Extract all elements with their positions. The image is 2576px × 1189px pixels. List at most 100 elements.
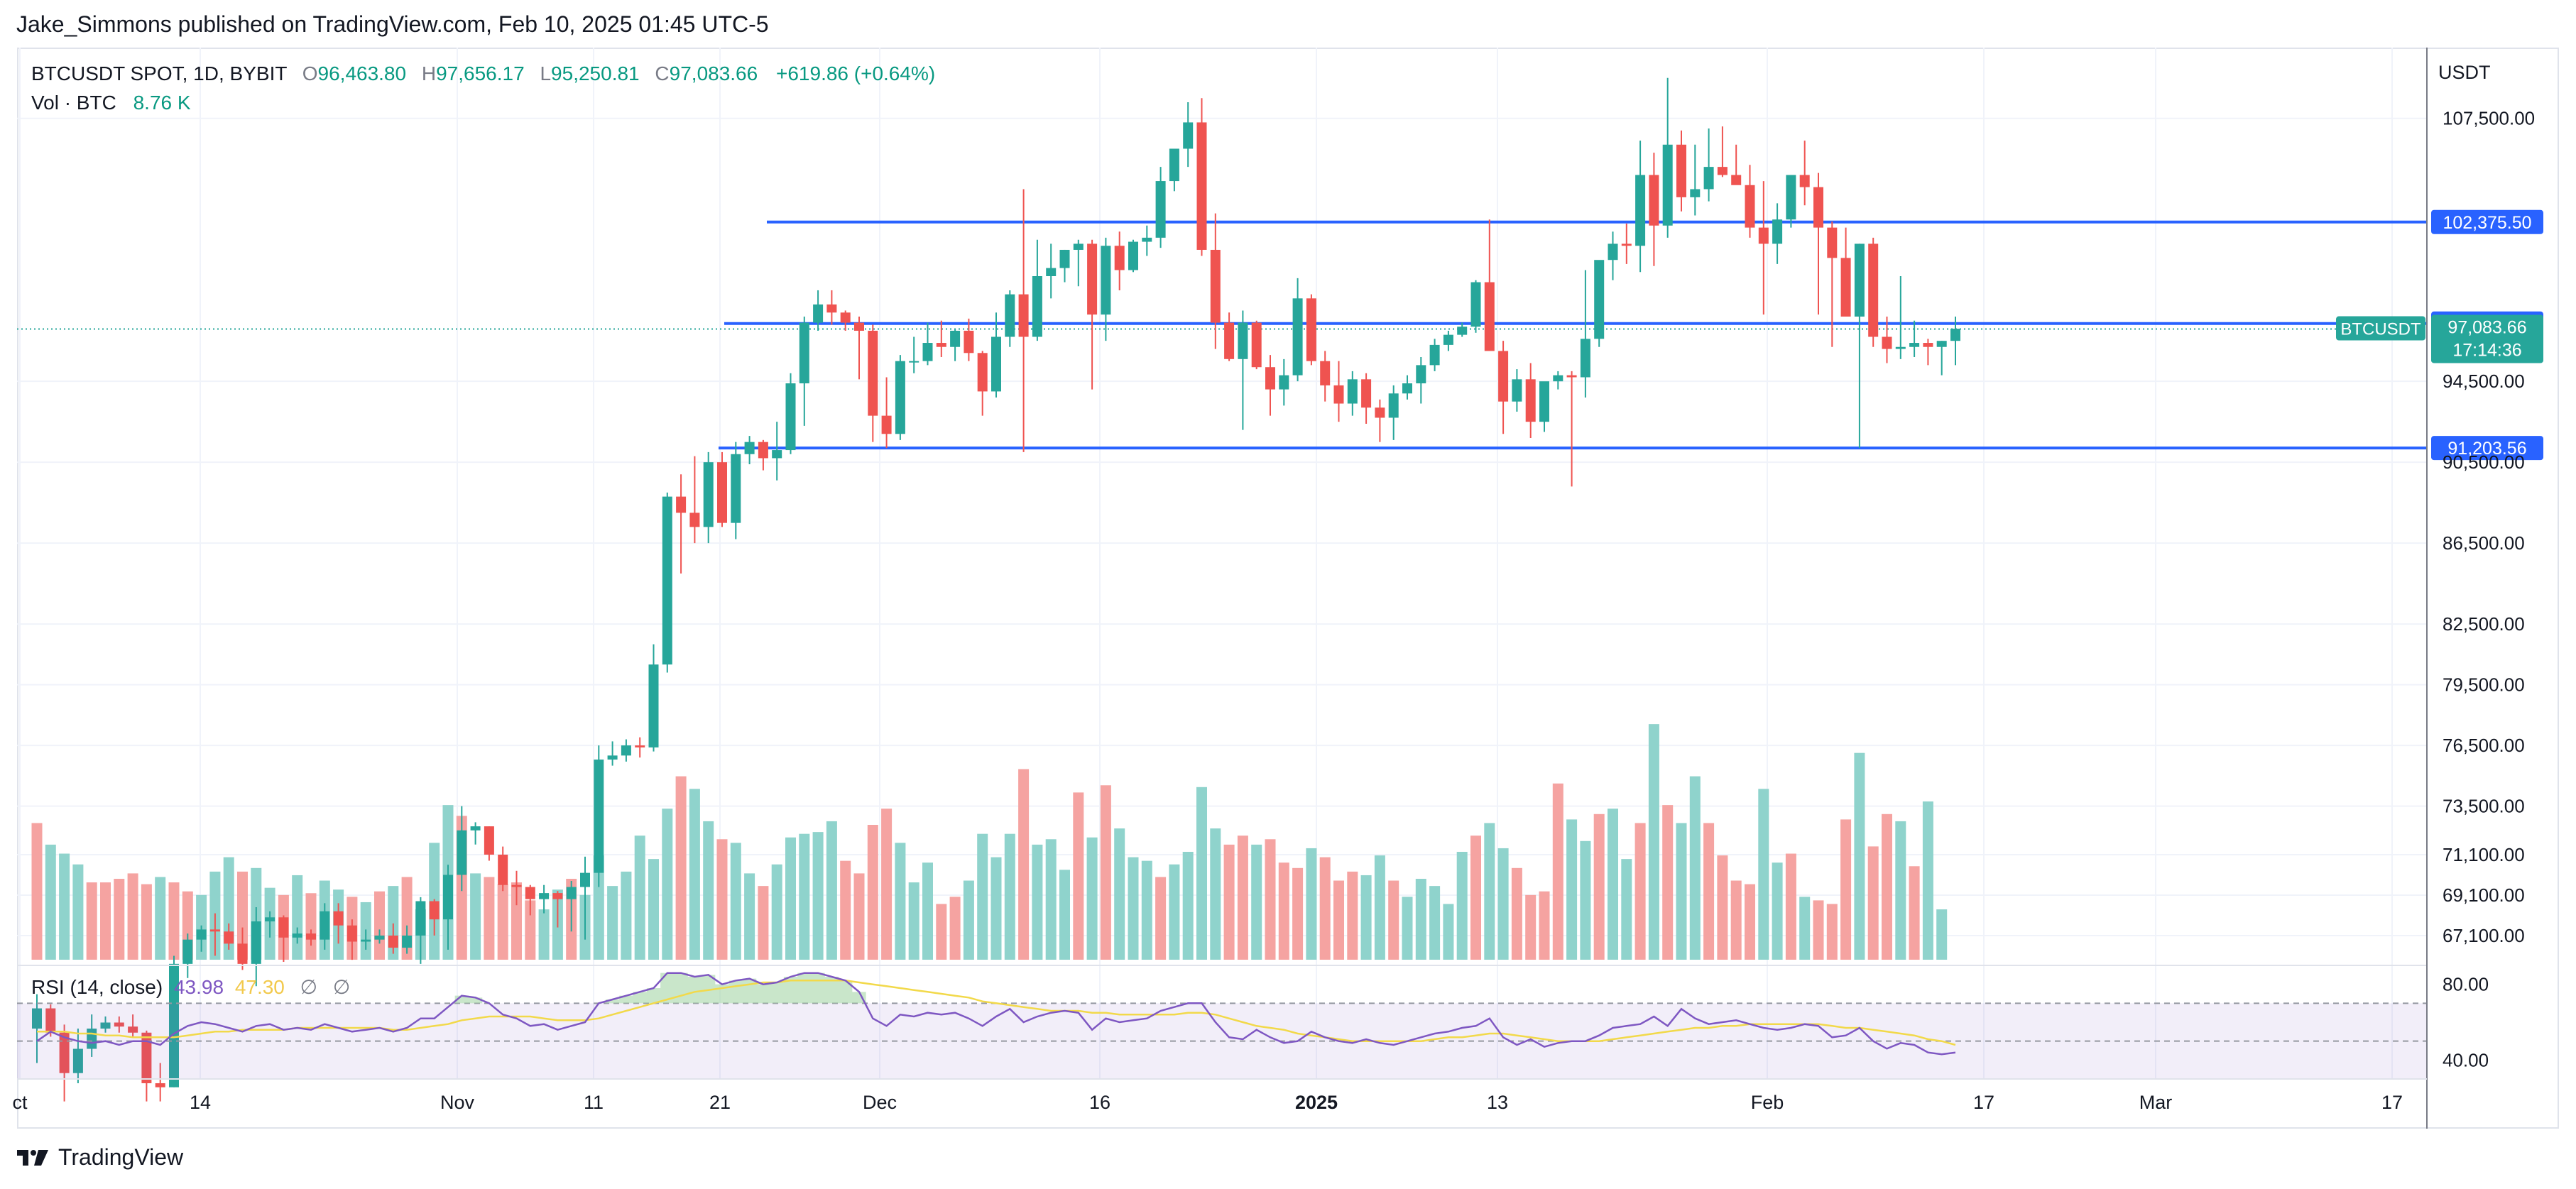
volume-bar[interactable] — [1292, 867, 1304, 960]
volume-bar[interactable] — [1319, 857, 1331, 960]
candle-body[interactable] — [457, 830, 467, 875]
candle-body[interactable] — [1731, 175, 1742, 185]
volume-bar[interactable] — [1374, 855, 1385, 960]
candle-body[interactable] — [1936, 341, 1947, 347]
candle-body[interactable] — [964, 330, 974, 354]
volume-bar[interactable] — [758, 886, 769, 960]
candle-body[interactable] — [813, 304, 824, 323]
volume-bar[interactable] — [936, 904, 947, 960]
volume-bar[interactable] — [86, 882, 97, 960]
volume-bar[interactable] — [511, 882, 522, 960]
volume-bar[interactable] — [1799, 897, 1811, 960]
candle-body[interactable] — [676, 496, 687, 513]
volume-bar[interactable] — [922, 862, 933, 960]
candle-body[interactable] — [1827, 227, 1838, 258]
volume-bar[interactable] — [675, 776, 687, 960]
volume-bar[interactable] — [1100, 785, 1111, 960]
volume-bar[interactable] — [155, 877, 166, 960]
candle-body[interactable] — [1950, 329, 1960, 341]
candle-body[interactable] — [278, 917, 289, 938]
volume-bar[interactable] — [237, 871, 248, 960]
volume-bar[interactable] — [881, 809, 893, 960]
volume-bar[interactable] — [1169, 864, 1180, 960]
candle-body[interactable] — [72, 1048, 83, 1073]
candle-body[interactable] — [484, 826, 494, 855]
candle-body[interactable] — [1005, 294, 1015, 337]
candle-body[interactable] — [1073, 243, 1084, 250]
candle-body[interactable] — [1580, 339, 1590, 378]
candle-body[interactable] — [1923, 343, 1933, 347]
volume-bar[interactable] — [1182, 852, 1194, 960]
candle-body[interactable] — [429, 901, 440, 920]
candle-body[interactable] — [1690, 189, 1701, 197]
candle-body[interactable] — [909, 361, 919, 363]
volume-bar[interactable] — [607, 886, 618, 960]
candle-body[interactable] — [1799, 175, 1810, 187]
volume-bar[interactable] — [1867, 846, 1879, 960]
volume-bar[interactable] — [785, 837, 796, 960]
volume-bar[interactable] — [908, 882, 919, 960]
candle-body[interactable] — [1388, 393, 1399, 418]
candle-body[interactable] — [1594, 260, 1605, 339]
volume-bar[interactable] — [1608, 809, 1618, 960]
candle-body[interactable] — [346, 925, 357, 942]
candle-body[interactable] — [470, 826, 481, 831]
volume-bar[interactable] — [1580, 840, 1591, 960]
candle-body[interactable] — [402, 935, 413, 948]
candle-body[interactable] — [251, 921, 261, 964]
candle-body[interactable] — [1703, 167, 1714, 190]
candle-body[interactable] — [1292, 298, 1303, 376]
volume-bar[interactable] — [127, 873, 138, 960]
volume-bar[interactable] — [1484, 823, 1495, 960]
volume-bar[interactable] — [1634, 823, 1646, 960]
volume-bar[interactable] — [1854, 752, 1865, 960]
level-price-tag[interactable] — [2431, 436, 2543, 461]
candle-body[interactable] — [1443, 334, 1453, 345]
candle-body[interactable] — [826, 304, 837, 313]
volume-bar[interactable] — [1525, 894, 1537, 960]
candle-body[interactable] — [621, 745, 631, 756]
volume-bar[interactable] — [1443, 904, 1454, 960]
volume-bar[interactable] — [963, 880, 974, 960]
volume-bar[interactable] — [114, 879, 125, 960]
volume-bar[interactable] — [730, 843, 741, 960]
volume-bar[interactable] — [812, 832, 824, 960]
candle-body[interactable] — [525, 887, 535, 899]
candle-body[interactable] — [114, 1022, 124, 1027]
candle-body[interactable] — [388, 935, 398, 948]
candle-body[interactable] — [1114, 246, 1125, 270]
candle-body[interactable] — [991, 336, 1001, 392]
candle-body[interactable] — [306, 933, 316, 940]
volume-bar[interactable] — [1210, 828, 1221, 960]
volume-bar[interactable] — [1306, 848, 1317, 960]
volume-bar[interactable] — [1045, 839, 1057, 960]
candle-body[interactable] — [1895, 346, 1906, 349]
candle-body[interactable] — [1101, 246, 1111, 315]
volume-bar[interactable] — [1566, 819, 1578, 960]
volume-bar[interactable] — [1703, 823, 1715, 960]
candle-body[interactable] — [1279, 375, 1289, 390]
candle-body[interactable] — [59, 1032, 70, 1073]
rsi-ma-line[interactable] — [37, 980, 1956, 1046]
volume-bar[interactable] — [1237, 835, 1248, 960]
candle-body[interactable] — [361, 939, 371, 942]
candle-body[interactable] — [1525, 379, 1536, 422]
candle-body[interactable] — [689, 513, 700, 527]
candle-body[interactable] — [196, 929, 207, 940]
candle-body[interactable] — [758, 442, 768, 459]
candle-body[interactable] — [1868, 243, 1879, 337]
candle-body[interactable] — [1059, 249, 1070, 268]
volume-bar[interactable] — [1073, 792, 1084, 960]
candle-body[interactable] — [1018, 294, 1029, 337]
candle-body[interactable] — [1087, 243, 1098, 315]
volume-bar[interactable] — [484, 877, 495, 960]
volume-bar[interactable] — [853, 873, 865, 960]
candle-body[interactable] — [182, 939, 193, 964]
candle-body[interactable] — [1224, 322, 1235, 359]
volume-bar[interactable] — [593, 855, 604, 960]
volume-bar[interactable] — [1128, 857, 1139, 960]
volume-bar[interactable] — [1470, 835, 1481, 960]
volume-bar[interactable] — [1826, 904, 1838, 960]
candle-body[interactable] — [209, 929, 220, 932]
candle-body[interactable] — [648, 664, 659, 747]
